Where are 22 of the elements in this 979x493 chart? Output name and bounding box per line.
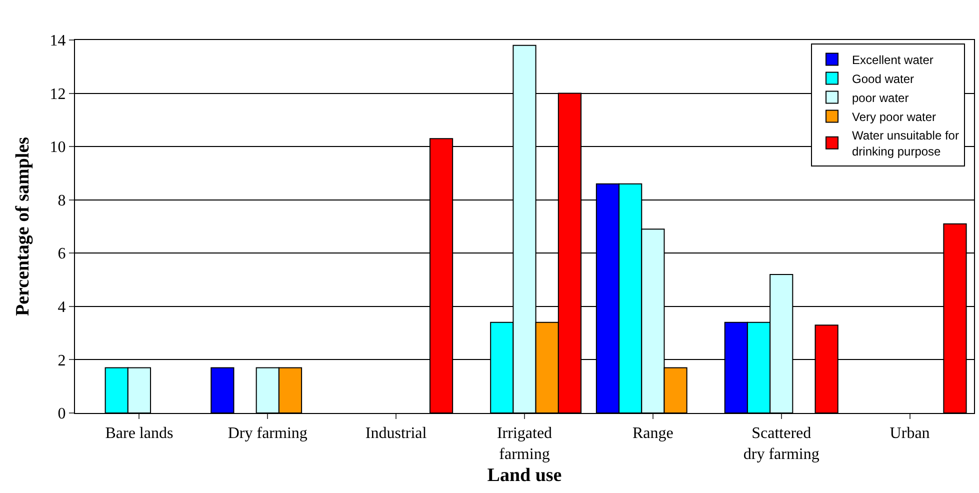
y-tick-label: 8 — [58, 192, 66, 210]
legend-label: Excellent water — [852, 52, 934, 67]
legend-label: poor water — [852, 90, 909, 105]
x-tick-label: Bare lands — [105, 425, 174, 442]
legend-label: Very poor water — [852, 110, 936, 124]
y-tick-label: 12 — [50, 86, 66, 103]
y-tick-label: 14 — [50, 32, 66, 50]
y-tick-label: 10 — [50, 139, 66, 156]
x-tick-label: Dry farming — [228, 425, 308, 442]
x-tick-label: Irrigated farming — [496, 425, 552, 463]
y-tick-label: 6 — [58, 246, 66, 263]
y-tick-label: 4 — [58, 299, 66, 316]
legend-label: Water unsuitable for drinking purpose — [852, 128, 959, 158]
y-axis-title: Percentage of samples — [12, 136, 34, 316]
x-axis-title: Land use — [487, 464, 562, 486]
x-tick-label: Scattered dry farming — [743, 425, 820, 463]
x-tick-label: Industrial — [365, 425, 428, 442]
x-tick-label: Urban — [890, 425, 930, 442]
x-tick-label: Range — [632, 425, 674, 442]
y-tick-label: 2 — [58, 352, 66, 370]
legend-label: Good water — [852, 72, 914, 86]
y-tick-label: 0 — [58, 406, 66, 423]
